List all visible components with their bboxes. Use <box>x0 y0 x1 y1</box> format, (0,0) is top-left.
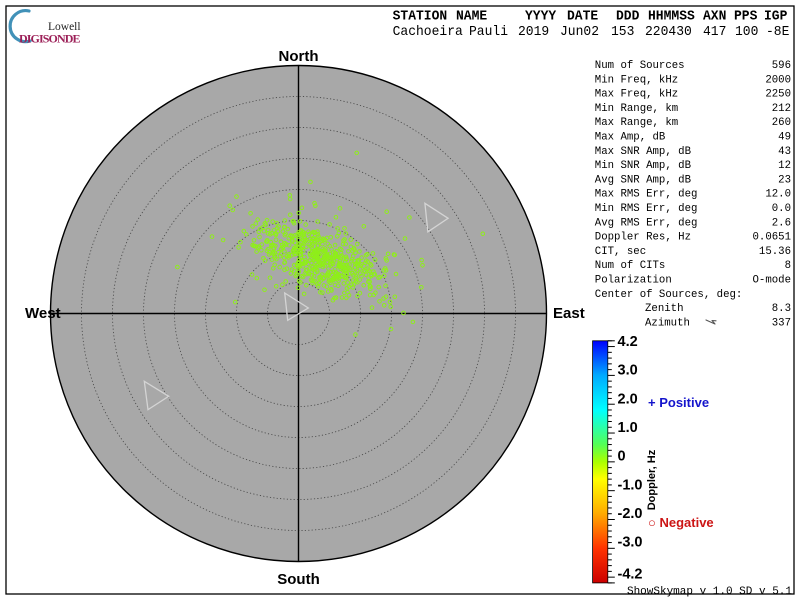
svg-text:220430: 220430 <box>645 25 692 40</box>
svg-text:Doppler Res, Hz: Doppler Res, Hz <box>595 232 691 244</box>
svg-text:8: 8 <box>785 260 791 272</box>
svg-text:100: 100 <box>735 25 758 40</box>
svg-text:Num of Sources: Num of Sources <box>595 60 685 72</box>
svg-text:Doppler, Hz: Doppler, Hz <box>646 449 658 510</box>
svg-text:417: 417 <box>703 25 726 40</box>
svg-text:-3.0: -3.0 <box>618 535 643 551</box>
svg-text:NAME: NAME <box>456 9 487 24</box>
svg-text:DATE: DATE <box>567 9 598 24</box>
svg-text:Max Amp, dB: Max Amp, dB <box>595 132 666 144</box>
svg-text:2250: 2250 <box>765 89 791 101</box>
svg-text:Center of Sources, deg:: Center of Sources, deg: <box>595 289 743 301</box>
svg-text:12: 12 <box>778 160 791 172</box>
svg-text:23: 23 <box>778 174 791 186</box>
svg-text:Azimuth: Azimuth <box>645 317 690 329</box>
svg-text:West: West <box>25 305 61 322</box>
svg-text:153: 153 <box>611 25 634 40</box>
svg-text:Avg SNR Amp, dB: Avg SNR Amp, dB <box>595 174 692 186</box>
svg-text:337: 337 <box>772 317 791 329</box>
svg-text:2000: 2000 <box>765 74 791 86</box>
svg-text:8.3: 8.3 <box>772 303 791 315</box>
svg-text:HHMMSS: HHMMSS <box>648 9 695 24</box>
svg-text:STATION: STATION <box>393 9 448 24</box>
svg-text:0.0: 0.0 <box>772 203 791 215</box>
svg-text:East: East <box>553 305 585 322</box>
svg-text:4.2: 4.2 <box>618 334 638 350</box>
svg-text:Min Range, km: Min Range, km <box>595 103 678 115</box>
svg-text:0.0651: 0.0651 <box>753 232 791 244</box>
svg-text:Cachoeira: Cachoeira <box>393 25 463 40</box>
svg-text:Min Freq, kHz: Min Freq, kHz <box>595 74 678 86</box>
svg-text:2.0: 2.0 <box>618 391 638 407</box>
svg-text:Avg RMS Err, deg: Avg RMS Err, deg <box>595 217 698 229</box>
svg-text:43: 43 <box>778 146 791 158</box>
svg-text:-2.0: -2.0 <box>618 506 643 522</box>
svg-text:260: 260 <box>772 117 791 129</box>
svg-text:PPS: PPS <box>734 9 757 24</box>
svg-text:AXN: AXN <box>703 9 726 24</box>
svg-text:Max Range, km: Max Range, km <box>595 117 678 129</box>
svg-text:South: South <box>277 571 320 588</box>
svg-text:-4.2: -4.2 <box>618 567 643 583</box>
svg-text:Min RMS Err, deg: Min RMS Err, deg <box>595 203 698 215</box>
svg-text:1.0: 1.0 <box>618 420 638 436</box>
svg-text:12.0: 12.0 <box>765 189 791 201</box>
svg-text:Polarization: Polarization <box>595 275 672 287</box>
svg-text:○ Negative: ○ Negative <box>648 515 714 530</box>
svg-text:212: 212 <box>772 103 791 115</box>
svg-text:-8E: -8E <box>766 25 789 40</box>
svg-text:Max SNR Amp, dB: Max SNR Amp, dB <box>595 146 692 158</box>
svg-text:49: 49 <box>778 132 791 144</box>
svg-text:O-mode: O-mode <box>753 275 791 287</box>
svg-text:YYYY: YYYY <box>525 9 557 24</box>
svg-text:CIT, sec: CIT, sec <box>595 246 646 258</box>
svg-text:-1.0: -1.0 <box>618 477 643 493</box>
svg-text:DIGISONDE: DIGISONDE <box>19 32 80 46</box>
svg-text:2.6: 2.6 <box>772 217 791 229</box>
svg-text:Max RMS Err, deg: Max RMS Err, deg <box>595 189 698 201</box>
svg-text:IGP: IGP <box>764 9 787 24</box>
svg-text:Num of CITs: Num of CITs <box>595 260 666 272</box>
svg-text:Min SNR Amp, dB: Min SNR Amp, dB <box>595 160 692 172</box>
svg-text:15.36: 15.36 <box>759 246 791 258</box>
svg-text:Pauli: Pauli <box>469 25 508 40</box>
svg-text:0: 0 <box>618 449 626 465</box>
svg-text:596: 596 <box>772 60 791 72</box>
svg-text:ShowSkymap v 1.0 SD v 5.1: ShowSkymap v 1.0 SD v 5.1 <box>627 586 792 598</box>
svg-text:Jun02: Jun02 <box>560 25 599 40</box>
svg-text:2019: 2019 <box>518 25 549 40</box>
svg-text:DDD: DDD <box>616 9 639 24</box>
svg-text:North: North <box>279 48 319 65</box>
svg-text:Max Freq, kHz: Max Freq, kHz <box>595 89 678 101</box>
svg-text:Zenith: Zenith <box>645 303 683 315</box>
svg-text:3.0: 3.0 <box>618 363 638 379</box>
svg-text:+ Positive: + Positive <box>648 395 709 410</box>
